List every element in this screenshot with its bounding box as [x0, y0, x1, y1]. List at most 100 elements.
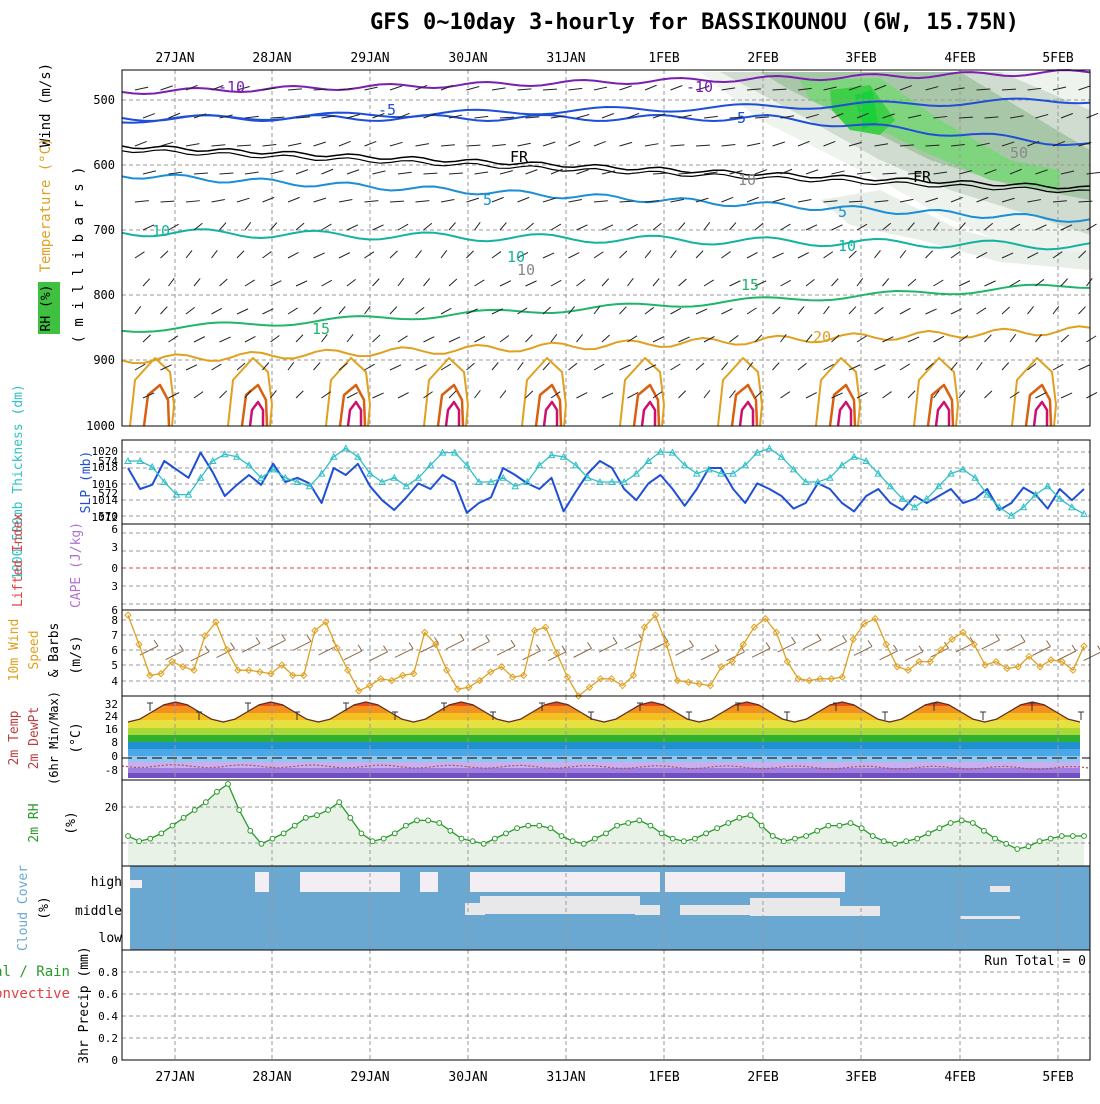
- date-label-bottom: 30JAN: [448, 1070, 487, 1085]
- wind-barb: [347, 225, 358, 230]
- ylabel-cloud-cover: Cloud Cover: [16, 865, 31, 951]
- ylabel-lifted-index: Lifted Index: [11, 513, 26, 607]
- wind-barb: [186, 144, 199, 146]
- date-label-top: 1FEB: [648, 51, 679, 66]
- wind-barb: [373, 335, 381, 342]
- wind-barb: [500, 335, 509, 342]
- wind-barb: [135, 87, 148, 90]
- rh-marker: [1059, 834, 1064, 839]
- rh-marker: [381, 836, 386, 841]
- wind-barb: [161, 251, 169, 258]
- wind-barb: [1028, 306, 1034, 314]
- wind-barb-10m: [701, 651, 719, 660]
- cloud-level-label: high: [91, 875, 122, 890]
- wind-barb-10m: [307, 635, 311, 641]
- wind-barb: [934, 280, 944, 286]
- ytick-pressure: 600: [93, 158, 115, 172]
- cloud-mid-gap: [830, 906, 880, 916]
- wind-barb: [671, 250, 677, 258]
- wind-barb: [186, 250, 192, 258]
- wind-barb-10m: [460, 634, 464, 640]
- wind-barb: [1036, 393, 1047, 398]
- cloud-high-gap: [300, 872, 400, 892]
- wind-barb-10m: [384, 646, 388, 652]
- ylabel-2m-rh: 2m RH: [27, 803, 42, 842]
- rh-marker: [515, 826, 520, 831]
- rh-marker: [337, 800, 342, 805]
- ytick-wind10: 8: [111, 614, 118, 627]
- date-label-bottom: 29JAN: [350, 1070, 389, 1085]
- wind-barb: [135, 141, 147, 146]
- wind-barb: [951, 252, 960, 258]
- rh-marker: [1004, 841, 1009, 846]
- wind-barb-10m: [217, 649, 235, 658]
- wind-barb: [730, 223, 736, 230]
- wind-barb: [653, 173, 667, 174]
- contour-label: -10: [218, 78, 245, 96]
- rh-marker: [726, 821, 731, 826]
- ytick-slp: 1020: [92, 445, 119, 458]
- rh-marker: [137, 839, 142, 844]
- wind-barb: [373, 225, 384, 230]
- wind-barb: [773, 307, 781, 314]
- wind-barb: [620, 201, 634, 202]
- wind-barb: [288, 197, 300, 202]
- wind-barb: [577, 225, 588, 230]
- rh-marker: [181, 815, 186, 820]
- wind-barb: [500, 390, 506, 398]
- wind-barb: [696, 251, 703, 258]
- wind-barb: [347, 334, 353, 342]
- wind-barb: [781, 224, 791, 230]
- wind-barb-10m: [843, 636, 847, 642]
- wind-barb: [186, 201, 200, 202]
- wind-speed-line: [128, 615, 1084, 696]
- rh-marker: [1082, 834, 1087, 839]
- date-label-bottom: 31JAN: [546, 1070, 585, 1085]
- rh-marker: [648, 823, 653, 828]
- date-label-top: 28JAN: [252, 51, 291, 66]
- rh-marker: [292, 823, 297, 828]
- ytick-rh: 20: [105, 801, 118, 814]
- isotherm-15: [122, 285, 1090, 332]
- wind-barb: [704, 222, 710, 230]
- cloud-mid-gap: [750, 898, 840, 916]
- wind-barb: [212, 199, 225, 202]
- wind-barb: [373, 171, 386, 174]
- wind-barb-10m: [1047, 641, 1051, 647]
- cloud-mid-gap: [990, 886, 1010, 892]
- rh-marker: [837, 823, 842, 828]
- rh-marker: [804, 834, 809, 839]
- ylabel-millibars: ( m i l l i b a r s ): [71, 166, 87, 343]
- wind-barb: [628, 278, 634, 286]
- wind-barb: [492, 145, 506, 146]
- rh-marker: [492, 836, 497, 841]
- wind-barb: [390, 365, 401, 370]
- wind-barb: [977, 308, 987, 314]
- wind-barb: [798, 200, 811, 202]
- date-label-top: 4FEB: [944, 51, 975, 66]
- rh-marker: [1015, 847, 1020, 852]
- ylabel-rh-unit: (%): [64, 811, 79, 834]
- wind-barb: [296, 223, 304, 230]
- contour-label: 10: [838, 237, 856, 255]
- wind-barb: [577, 279, 586, 286]
- isotherm-35-loop: [446, 402, 459, 426]
- wind-barb: [781, 392, 790, 398]
- slp-line: [128, 448, 1084, 515]
- wind-barb: [339, 141, 351, 146]
- wind-barb: [526, 335, 533, 342]
- wind-barb: [424, 278, 430, 286]
- wind-barb: [194, 337, 205, 342]
- panel-frame: [122, 950, 1090, 1060]
- rh-marker: [159, 831, 164, 836]
- rh-marker: [970, 821, 975, 826]
- rh-marker: [248, 828, 253, 833]
- wind-barb: [449, 391, 456, 398]
- wind-barb: [449, 279, 457, 286]
- rh-marker: [681, 839, 686, 844]
- wind-barb: [390, 86, 402, 90]
- wind-barb-10m: [1021, 636, 1025, 642]
- ytick-precip: 0.8: [98, 966, 118, 979]
